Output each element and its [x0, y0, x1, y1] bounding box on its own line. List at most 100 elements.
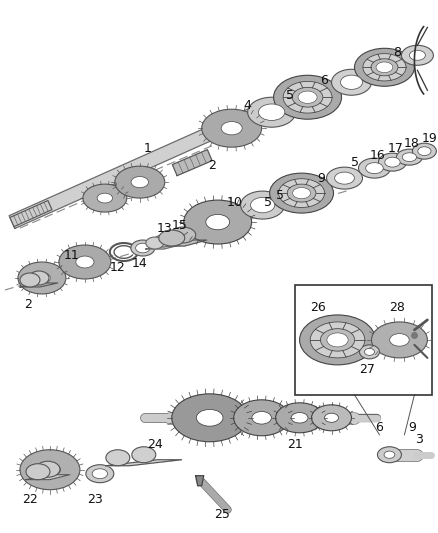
Text: 2: 2 — [208, 159, 215, 172]
Text: 11: 11 — [64, 248, 80, 262]
Ellipse shape — [378, 153, 406, 171]
Text: 5: 5 — [352, 156, 360, 168]
Ellipse shape — [18, 262, 66, 294]
Ellipse shape — [287, 184, 316, 202]
Ellipse shape — [39, 463, 60, 477]
Ellipse shape — [378, 447, 402, 463]
Ellipse shape — [360, 345, 379, 359]
Text: 8: 8 — [393, 46, 402, 59]
Ellipse shape — [154, 235, 172, 247]
Ellipse shape — [170, 227, 196, 243]
Ellipse shape — [251, 197, 275, 213]
Text: 23: 23 — [87, 493, 103, 506]
Text: 12: 12 — [110, 262, 126, 274]
Bar — [295, 285, 432, 395]
Polygon shape — [159, 240, 207, 246]
Ellipse shape — [76, 256, 94, 268]
Text: 10: 10 — [227, 196, 243, 208]
Ellipse shape — [310, 322, 365, 358]
Ellipse shape — [136, 243, 150, 253]
Text: 4: 4 — [244, 99, 251, 112]
Text: 18: 18 — [403, 136, 419, 150]
Text: 13: 13 — [157, 222, 173, 235]
Ellipse shape — [132, 447, 156, 463]
Text: 27: 27 — [360, 364, 375, 376]
Ellipse shape — [184, 200, 252, 244]
Ellipse shape — [410, 50, 425, 60]
Text: 6: 6 — [375, 421, 383, 434]
Ellipse shape — [402, 153, 417, 161]
Ellipse shape — [247, 97, 296, 127]
Ellipse shape — [418, 147, 431, 156]
Ellipse shape — [274, 75, 342, 119]
Ellipse shape — [358, 158, 390, 178]
Ellipse shape — [292, 87, 323, 107]
Ellipse shape — [92, 469, 108, 479]
Ellipse shape — [332, 69, 371, 95]
Polygon shape — [146, 245, 180, 249]
Ellipse shape — [59, 245, 111, 279]
Ellipse shape — [413, 143, 436, 159]
Ellipse shape — [196, 409, 223, 426]
Polygon shape — [106, 460, 182, 466]
Text: 19: 19 — [421, 132, 437, 144]
Text: 9: 9 — [409, 421, 417, 434]
Text: 6: 6 — [321, 74, 328, 87]
Ellipse shape — [206, 214, 230, 230]
Ellipse shape — [172, 394, 247, 442]
Ellipse shape — [36, 461, 60, 477]
Ellipse shape — [311, 405, 352, 431]
Ellipse shape — [159, 230, 185, 246]
Ellipse shape — [20, 450, 80, 490]
Ellipse shape — [221, 122, 242, 135]
Ellipse shape — [321, 329, 355, 351]
Ellipse shape — [86, 465, 114, 483]
Ellipse shape — [376, 62, 393, 72]
Text: 2: 2 — [24, 298, 32, 311]
Polygon shape — [196, 476, 204, 486]
Ellipse shape — [298, 91, 317, 103]
Ellipse shape — [97, 193, 113, 203]
Text: 9: 9 — [318, 172, 325, 184]
Ellipse shape — [240, 191, 285, 219]
Text: 3: 3 — [416, 433, 424, 446]
Ellipse shape — [279, 179, 325, 207]
Text: 5: 5 — [264, 196, 272, 208]
Ellipse shape — [327, 167, 363, 189]
Ellipse shape — [283, 82, 332, 113]
Text: 26: 26 — [310, 302, 325, 314]
Text: 28: 28 — [389, 302, 406, 314]
Ellipse shape — [291, 413, 308, 423]
Ellipse shape — [390, 334, 409, 346]
Ellipse shape — [233, 400, 290, 436]
Ellipse shape — [385, 157, 400, 167]
Ellipse shape — [354, 49, 414, 86]
Ellipse shape — [371, 59, 398, 76]
Ellipse shape — [106, 450, 130, 466]
Ellipse shape — [270, 173, 333, 213]
Ellipse shape — [402, 45, 433, 65]
Polygon shape — [9, 94, 287, 229]
Ellipse shape — [327, 333, 348, 347]
Ellipse shape — [364, 349, 374, 356]
Ellipse shape — [276, 403, 324, 433]
Ellipse shape — [335, 172, 354, 184]
Text: 21: 21 — [287, 438, 303, 451]
Ellipse shape — [366, 163, 383, 174]
Polygon shape — [173, 150, 212, 176]
Ellipse shape — [396, 149, 422, 165]
Ellipse shape — [293, 188, 311, 199]
Text: 24: 24 — [147, 438, 162, 451]
Ellipse shape — [363, 54, 406, 81]
Ellipse shape — [258, 104, 285, 120]
Ellipse shape — [26, 464, 50, 480]
Polygon shape — [20, 283, 58, 287]
Ellipse shape — [115, 166, 165, 198]
Polygon shape — [10, 200, 52, 227]
Text: 5: 5 — [286, 88, 293, 102]
Ellipse shape — [371, 322, 427, 358]
Ellipse shape — [300, 315, 375, 365]
Ellipse shape — [384, 451, 395, 458]
Text: 22: 22 — [22, 493, 38, 506]
Polygon shape — [26, 475, 70, 480]
